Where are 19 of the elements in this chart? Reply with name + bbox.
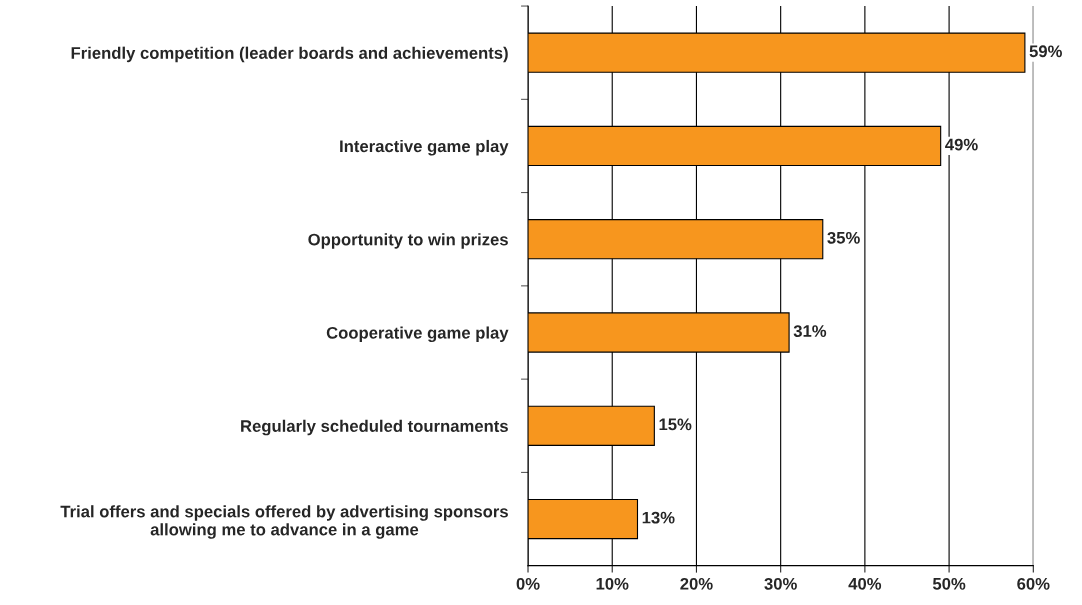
x-tick-label: 30% [764, 577, 797, 590]
data-label: 35% [827, 231, 860, 244]
y-tick-label: Friendly competition (leader boards and achievements) [71, 46, 508, 63]
y-tick-label: Opportunity to win prizes [308, 233, 508, 249]
x-tick-label: 50% [932, 577, 966, 590]
data-label: 13% [642, 511, 675, 524]
x-tick-label: 60% [1017, 577, 1050, 590]
x-tick-label: 40% [848, 577, 882, 590]
y-tick-label: Interactive game play [340, 139, 509, 156]
x-tick-label: 20% [680, 577, 713, 590]
data-label: 31% [793, 325, 827, 337]
y-tick-label: Trial offers and specials offered by advertising sponsors allowing me to advance in a game [60, 505, 508, 539]
x-tick-label: 10% [596, 577, 629, 590]
x-tick-label: 0% [516, 577, 540, 590]
data-label: 49% [945, 138, 978, 151]
data-label: 59% [1029, 45, 1062, 58]
data-label: 15% [659, 418, 692, 431]
y-tick-label: Cooperative game play [326, 326, 509, 343]
y-tick-label: Regularly scheduled tournaments [241, 419, 508, 436]
